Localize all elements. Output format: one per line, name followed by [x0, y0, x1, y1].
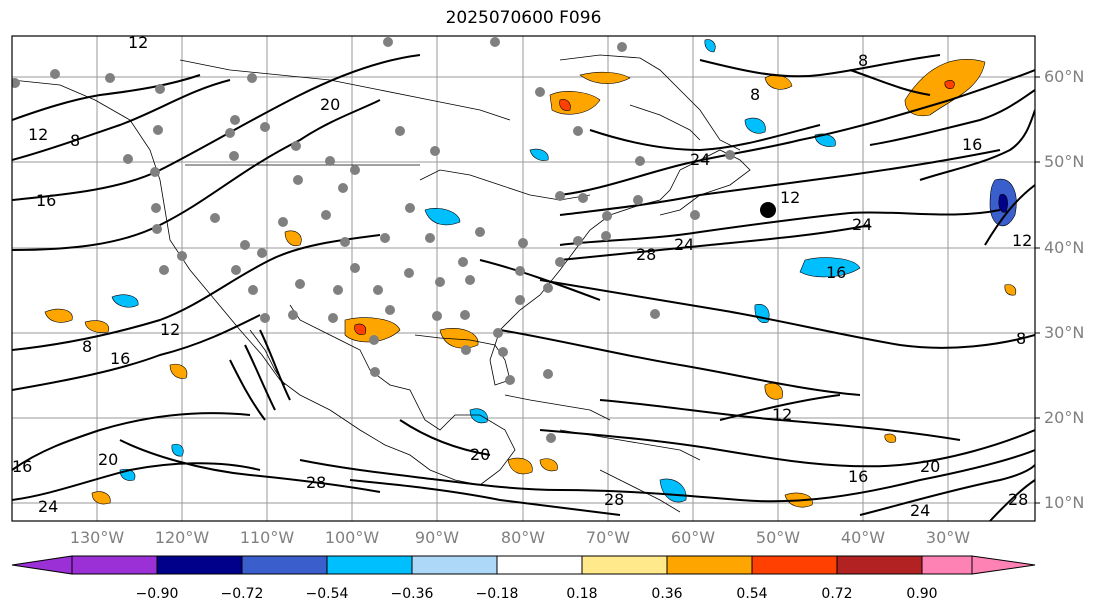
contour-label: 8 [1016, 329, 1026, 348]
contour-label: 16 [110, 349, 130, 368]
colorbar-tick-label: 0.72 [821, 586, 853, 602]
contour-label: 12 [772, 405, 792, 424]
colorbar-tick-label: −0.18 [475, 586, 519, 602]
contour-lines [12, 54, 1035, 521]
contour-label: 24 [674, 235, 694, 254]
lon-label: 130°W [69, 528, 125, 547]
lat-label: 30°N [1044, 323, 1085, 342]
colorbar-segment [581, 555, 668, 575]
lon-label: 80°W [500, 528, 546, 547]
contour-label: 12 [1012, 231, 1032, 250]
colorbar-segment [326, 555, 413, 575]
contour-label: 24 [852, 215, 872, 234]
colorbar-segment [921, 555, 973, 575]
contour-label-layer: 12 8 12 16 8 12 16 20 24 28 16 24 8 12 1… [12, 33, 1032, 520]
colorbar [11, 555, 1036, 575]
contour-label: 24 [910, 501, 930, 520]
contour-label: 20 [470, 445, 490, 464]
lon-label: 30°W [925, 528, 971, 547]
colorbar-tick-label: −0.36 [390, 586, 434, 602]
colorbar-tick-label: −0.72 [220, 586, 264, 602]
contour-label: 16 [36, 191, 56, 210]
lat-label: 20°N [1044, 408, 1085, 427]
contour-label: 28 [306, 473, 326, 492]
lon-label: 120°W [154, 528, 210, 547]
lon-label: 40°W [840, 528, 886, 547]
lat-label: 10°N [1044, 493, 1085, 512]
contour-label: 8 [82, 337, 92, 356]
lon-label: 50°W [755, 528, 801, 547]
colorbar-tick-label: −0.90 [135, 586, 179, 602]
lon-label: 60°W [670, 528, 716, 547]
contour-label: 28 [636, 245, 656, 264]
contour-label: 20 [920, 457, 940, 476]
colorbar-under-triangle [11, 555, 73, 575]
colorbar-segment [666, 555, 753, 575]
contour-label: 12 [128, 33, 148, 52]
contour-label: 8 [70, 131, 80, 150]
lat-label: 40°N [1044, 238, 1085, 257]
contour-label: 16 [826, 263, 846, 282]
colorbar-over-triangle [971, 555, 1036, 575]
lon-label: 90°W [414, 528, 460, 547]
colorbar-segment [411, 555, 498, 575]
lat-label: 60°N [1044, 67, 1085, 86]
contour-label: 28 [604, 490, 624, 509]
colorbar-tick-label: −0.54 [305, 586, 349, 602]
colorbar-segment [156, 555, 243, 575]
contour-label: 8 [750, 85, 760, 104]
colorbar-tick-label: 0.36 [651, 586, 683, 602]
contour-label: 12 [780, 188, 800, 207]
contour-label: 16 [12, 457, 32, 476]
contour-label: 8 [858, 51, 868, 70]
contour-label: 16 [848, 467, 868, 486]
contour-label: 28 [1008, 490, 1028, 509]
contour-label: 24 [690, 150, 710, 169]
contour-label: 24 [38, 497, 58, 516]
contour-label: 12 [28, 125, 48, 144]
lon-label: 100°W [324, 528, 380, 547]
lon-label: 70°W [585, 528, 631, 547]
colorbar-segment [751, 555, 838, 575]
lon-label: 110°W [239, 528, 295, 547]
colorbar-tick-label: 0.90 [906, 586, 938, 602]
contour-label: 16 [962, 135, 982, 154]
lat-label: 50°N [1044, 152, 1085, 171]
colorbar-tick-label: 0.54 [736, 586, 768, 602]
colorbar-segment [71, 555, 158, 575]
map-title: 2025070600 F096 [445, 8, 602, 28]
contour-label: 12 [160, 320, 180, 339]
contour-label: 20 [98, 450, 118, 469]
colorbar-segment [836, 555, 923, 575]
colorbar-segment [496, 555, 583, 575]
anomaly-fill-layer [44, 39, 1017, 508]
station-dots [12, 37, 735, 443]
colorbar-tick-label: 0.18 [566, 586, 598, 602]
map-frame [11, 35, 1036, 522]
contour-label: 20 [320, 95, 340, 114]
black-station-dot [760, 202, 776, 218]
graticule [12, 36, 1035, 521]
colorbar-segment [241, 555, 328, 575]
